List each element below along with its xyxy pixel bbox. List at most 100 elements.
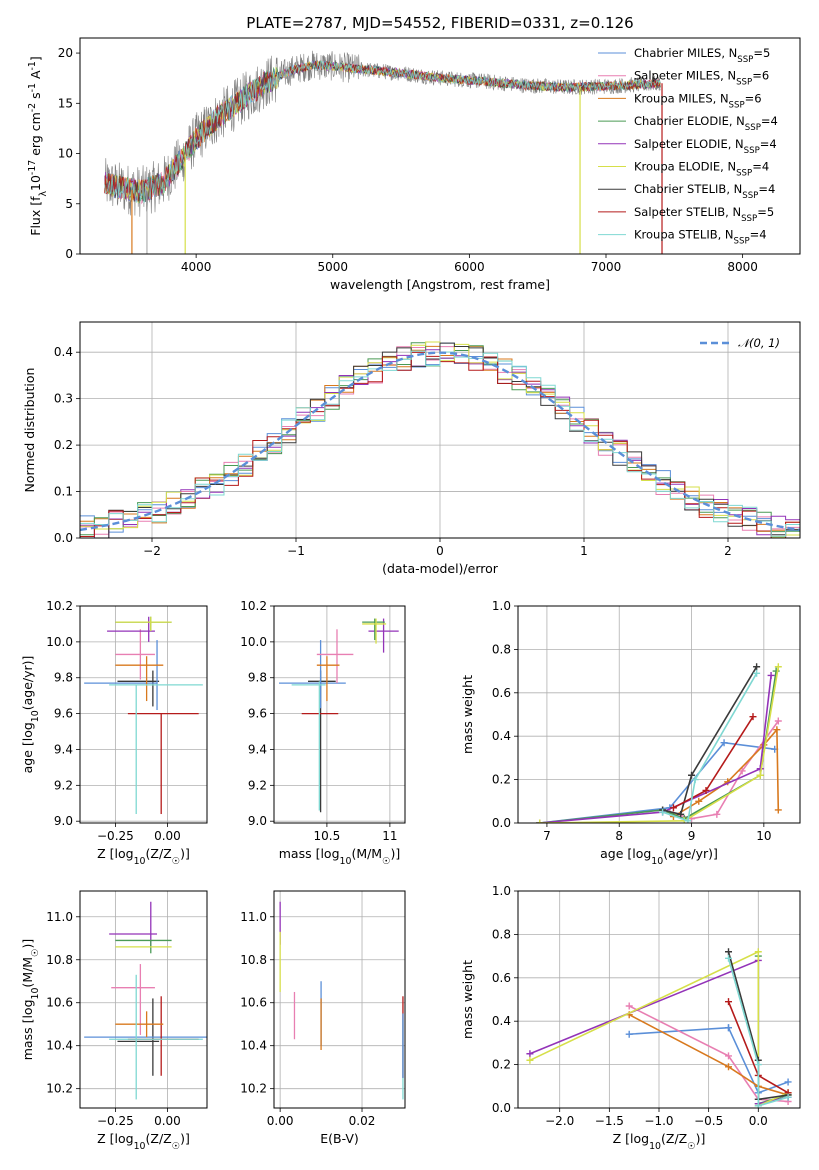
y-tick-label: 0.2	[54, 438, 73, 452]
mass-vs-Z-ylabel: mass [log10(M/M☉)]	[20, 939, 41, 1061]
residuals-ylabel: Normed distribution	[22, 368, 37, 493]
weight-line	[539, 675, 772, 823]
weight-marker	[767, 671, 775, 679]
errorbar-point	[115, 616, 172, 632]
errorbar-point	[316, 629, 354, 684]
x-tick-label: 1	[580, 544, 588, 558]
mass-vs-EBV-errorbars	[279, 901, 404, 1100]
errorbar-point	[109, 901, 158, 947]
x-tick-label: 0.00	[154, 829, 181, 843]
weight-vs-age-ylabel: mass weight	[460, 675, 475, 754]
gaussian-curve	[80, 351, 800, 532]
x-tick-label: 8000	[727, 260, 758, 274]
weight-vs-age-xlabel: age [log10(age/yr)]	[600, 846, 718, 867]
weight-marker	[749, 713, 757, 721]
y-tick-label: 10.2	[240, 1082, 267, 1096]
residuals-xlabel: (data-model)/error	[382, 561, 499, 576]
y-tick-label: 0.6	[492, 686, 511, 700]
spectrum-frame	[79, 37, 801, 255]
model-spectrum	[104, 60, 661, 202]
errorbar-point	[107, 616, 155, 642]
weight-vs-Z-ylabel: mass weight	[460, 960, 475, 1039]
y-tick-label: 9.6	[54, 707, 73, 721]
legend-entry: Kroupa STELIB, NSSP=4	[634, 228, 767, 247]
errorbar-point	[291, 681, 326, 811]
y-tick-label: 0.8	[492, 642, 511, 656]
x-tick-label: 4000	[181, 260, 212, 274]
x-tick-label: −1.5	[595, 1114, 624, 1128]
age-vs-Z-errorbars	[84, 616, 203, 815]
mass-vs-EBV-xlabel: E(B-V)	[320, 1131, 359, 1146]
x-tick-label: −0.5	[694, 1114, 723, 1128]
weight-vs-Z-lines	[526, 948, 792, 1108]
weight-line	[662, 666, 758, 816]
legend-entry: Chabrier MILES, NSSP=5	[634, 46, 770, 65]
weight-marker	[784, 1078, 792, 1086]
weight-marker	[688, 771, 696, 779]
y-tick-label: 9.8	[54, 671, 73, 685]
x-tick-label: 8	[615, 829, 623, 843]
legend-entry: 𝒩(0, 1)	[738, 336, 780, 350]
y-tick-label: 5	[65, 197, 73, 211]
y-tick-label: 10.4	[240, 1039, 267, 1053]
age-vs-Z-frame	[79, 605, 208, 824]
y-tick-label: 0.4	[54, 345, 73, 359]
weight-marker	[536, 819, 544, 823]
weight-marker	[773, 726, 781, 734]
errorbar-point	[111, 964, 155, 1035]
weight-marker	[669, 804, 677, 812]
residuals-frame	[79, 321, 801, 539]
legend-entry: Kroupa MILES, NSSP=6	[634, 91, 762, 110]
y-tick-label: 9.2	[54, 778, 73, 792]
y-tick-label: 20	[58, 46, 73, 60]
weight-marker	[725, 1063, 733, 1071]
x-tick-label: 7	[543, 829, 551, 843]
x-tick-label: −0.25	[97, 829, 134, 843]
residual-histograms	[80, 341, 800, 538]
weight-marker	[713, 810, 721, 818]
y-tick-label: 0.2	[492, 773, 511, 787]
y-tick-label: 9.2	[248, 778, 267, 792]
x-tick-label: 10	[756, 829, 771, 843]
y-tick-label: 10.0	[46, 635, 73, 649]
x-tick-label: 9	[688, 829, 696, 843]
y-tick-label: 0.0	[492, 1101, 511, 1115]
weight-marker	[725, 954, 733, 962]
x-tick-label: 2	[724, 544, 732, 558]
y-tick-label: 0.3	[54, 392, 73, 406]
y-tick-label: 0.4	[492, 1014, 511, 1028]
weight-marker	[753, 669, 761, 677]
age-vs-Z-xlabel: Z [log10(Z/Z☉)]	[97, 846, 190, 867]
spectrum-lines	[104, 50, 663, 254]
weight-line	[727, 958, 789, 1107]
spectrum-xlabel: wavelength [Angstrom, rest frame]	[330, 277, 550, 292]
weight-marker	[725, 948, 733, 956]
x-tick-label: 0.00	[154, 1114, 181, 1128]
x-tick-label: 0	[436, 544, 444, 558]
spectrum-title: PLATE=2787, MJD=54552, FIBERID=0331, z=0…	[246, 14, 633, 32]
weight-marker	[695, 797, 703, 805]
y-tick-label: 11.0	[240, 910, 267, 924]
y-tick-label: 9.4	[54, 742, 73, 756]
legend-entry: Chabrier ELODIE, NSSP=4	[634, 114, 778, 133]
y-tick-label: 10.2	[46, 1082, 73, 1096]
weight-marker	[754, 948, 762, 956]
weight-marker	[738, 767, 746, 775]
errorbar-point	[109, 974, 203, 1100]
errorbar-point	[362, 618, 385, 641]
y-tick-label: 0.0	[54, 531, 73, 545]
weight-line	[673, 727, 780, 818]
age-vs-mass-frame	[273, 605, 406, 824]
weight-marker	[659, 808, 667, 816]
y-tick-label: 0.1	[54, 485, 73, 499]
y-tick-label: 9.0	[54, 814, 73, 828]
spectrum-legend: Chabrier MILES, NSSP=5 Salpeter MILES, NS…	[598, 46, 778, 247]
weight-marker	[725, 1024, 733, 1032]
y-tick-label: 11.0	[46, 910, 73, 924]
y-tick-label: 9.6	[248, 707, 267, 721]
weight-marker	[754, 1102, 762, 1108]
age-vs-Z-axes: −0.25 0.00 9.0 9.2 9.4 9.6 9.8 10.0 10.2 Z [log10…	[20, 599, 207, 867]
y-tick-label: 0.2	[492, 1058, 511, 1072]
y-tick-label: 0.6	[492, 971, 511, 985]
